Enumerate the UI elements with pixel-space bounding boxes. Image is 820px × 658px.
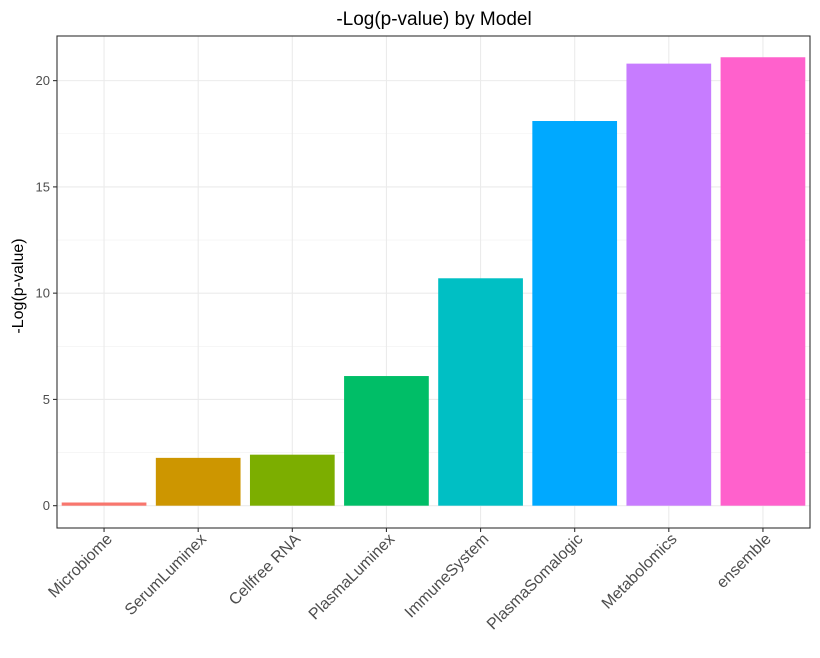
- chart-title: -Log(p-value) by Model: [336, 9, 531, 30]
- bar-plasmaluminex: [344, 376, 429, 506]
- y-tick-label: 15: [36, 179, 50, 194]
- bar-serumluminex: [155, 457, 241, 506]
- bar-microbiome: [61, 502, 147, 506]
- bar-cellfree-rna: [249, 454, 335, 506]
- y-tick-label: 0: [43, 498, 50, 513]
- bar-immunesystem: [438, 278, 523, 506]
- panel-border: [56, 35, 811, 529]
- bar-metabolomics: [626, 63, 712, 506]
- bar-plasmasomalogic: [532, 121, 618, 506]
- y-tick-label: 10: [36, 286, 50, 301]
- y-axis-label: -Log(p-value): [10, 238, 27, 333]
- y-tick-label: 20: [36, 73, 50, 88]
- y-tick-label: 5: [43, 392, 50, 407]
- bar-ensemble: [720, 57, 806, 506]
